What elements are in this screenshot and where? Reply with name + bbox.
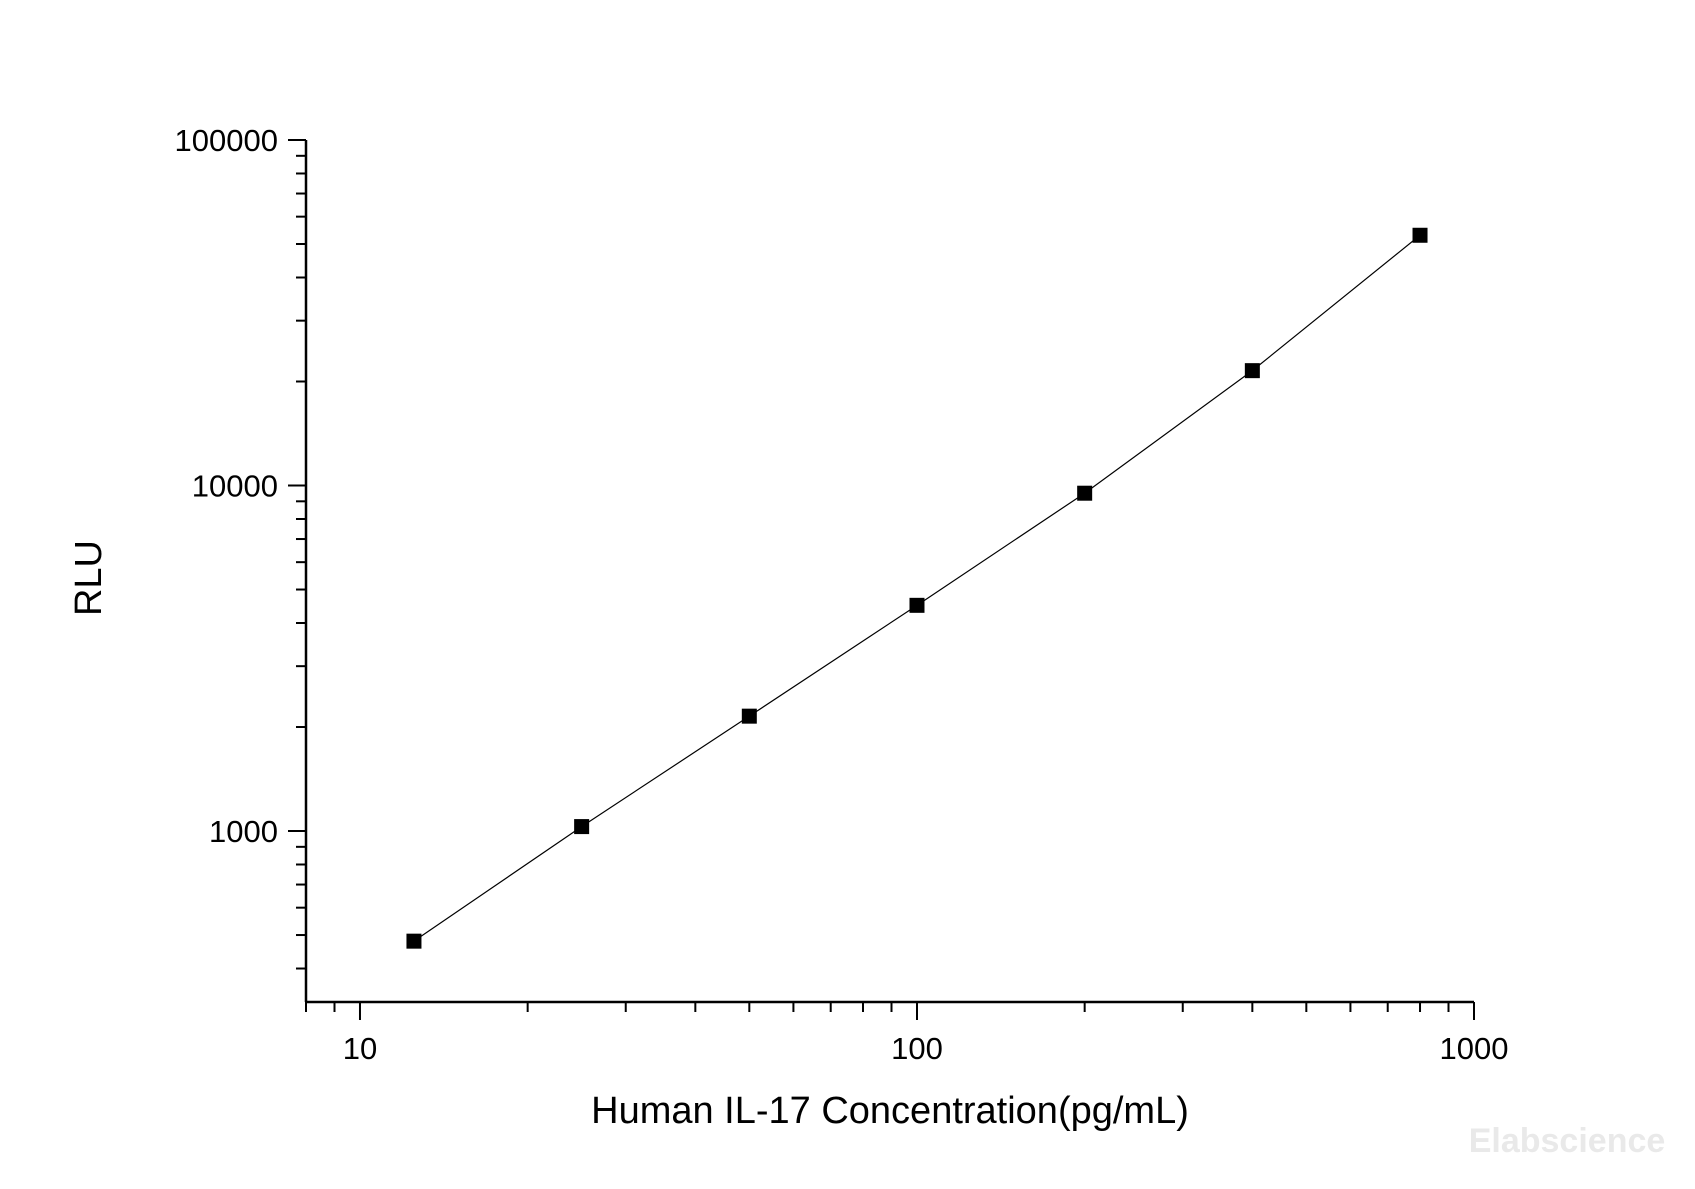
data-point <box>741 708 757 724</box>
x-tick-label: 1000 <box>1440 1031 1509 1066</box>
fit-curve <box>413 234 1421 942</box>
y-tick-label: 1000 <box>209 814 278 849</box>
axes: 10 100 1000 1000 10000 100000 <box>175 123 1509 1066</box>
data-point <box>909 597 925 613</box>
data-point <box>1077 485 1093 501</box>
y-tick-label: 100000 <box>175 123 278 158</box>
data-point <box>406 933 422 949</box>
data-point <box>1412 227 1428 243</box>
data-point <box>1244 363 1260 379</box>
x-tick-label: 10 <box>343 1031 377 1066</box>
x-tick-label: 100 <box>891 1031 943 1066</box>
data-points-group <box>406 227 1428 949</box>
y-tick-label: 10000 <box>192 469 278 504</box>
fit-curve-group <box>413 234 1421 942</box>
y-axis-title: RLU <box>68 540 110 616</box>
data-point <box>574 819 590 835</box>
watermark-logo: Elabscience <box>1469 1122 1666 1160</box>
x-axis-title: Human IL-17 Concentration(pg/mL) <box>591 1090 1189 1132</box>
